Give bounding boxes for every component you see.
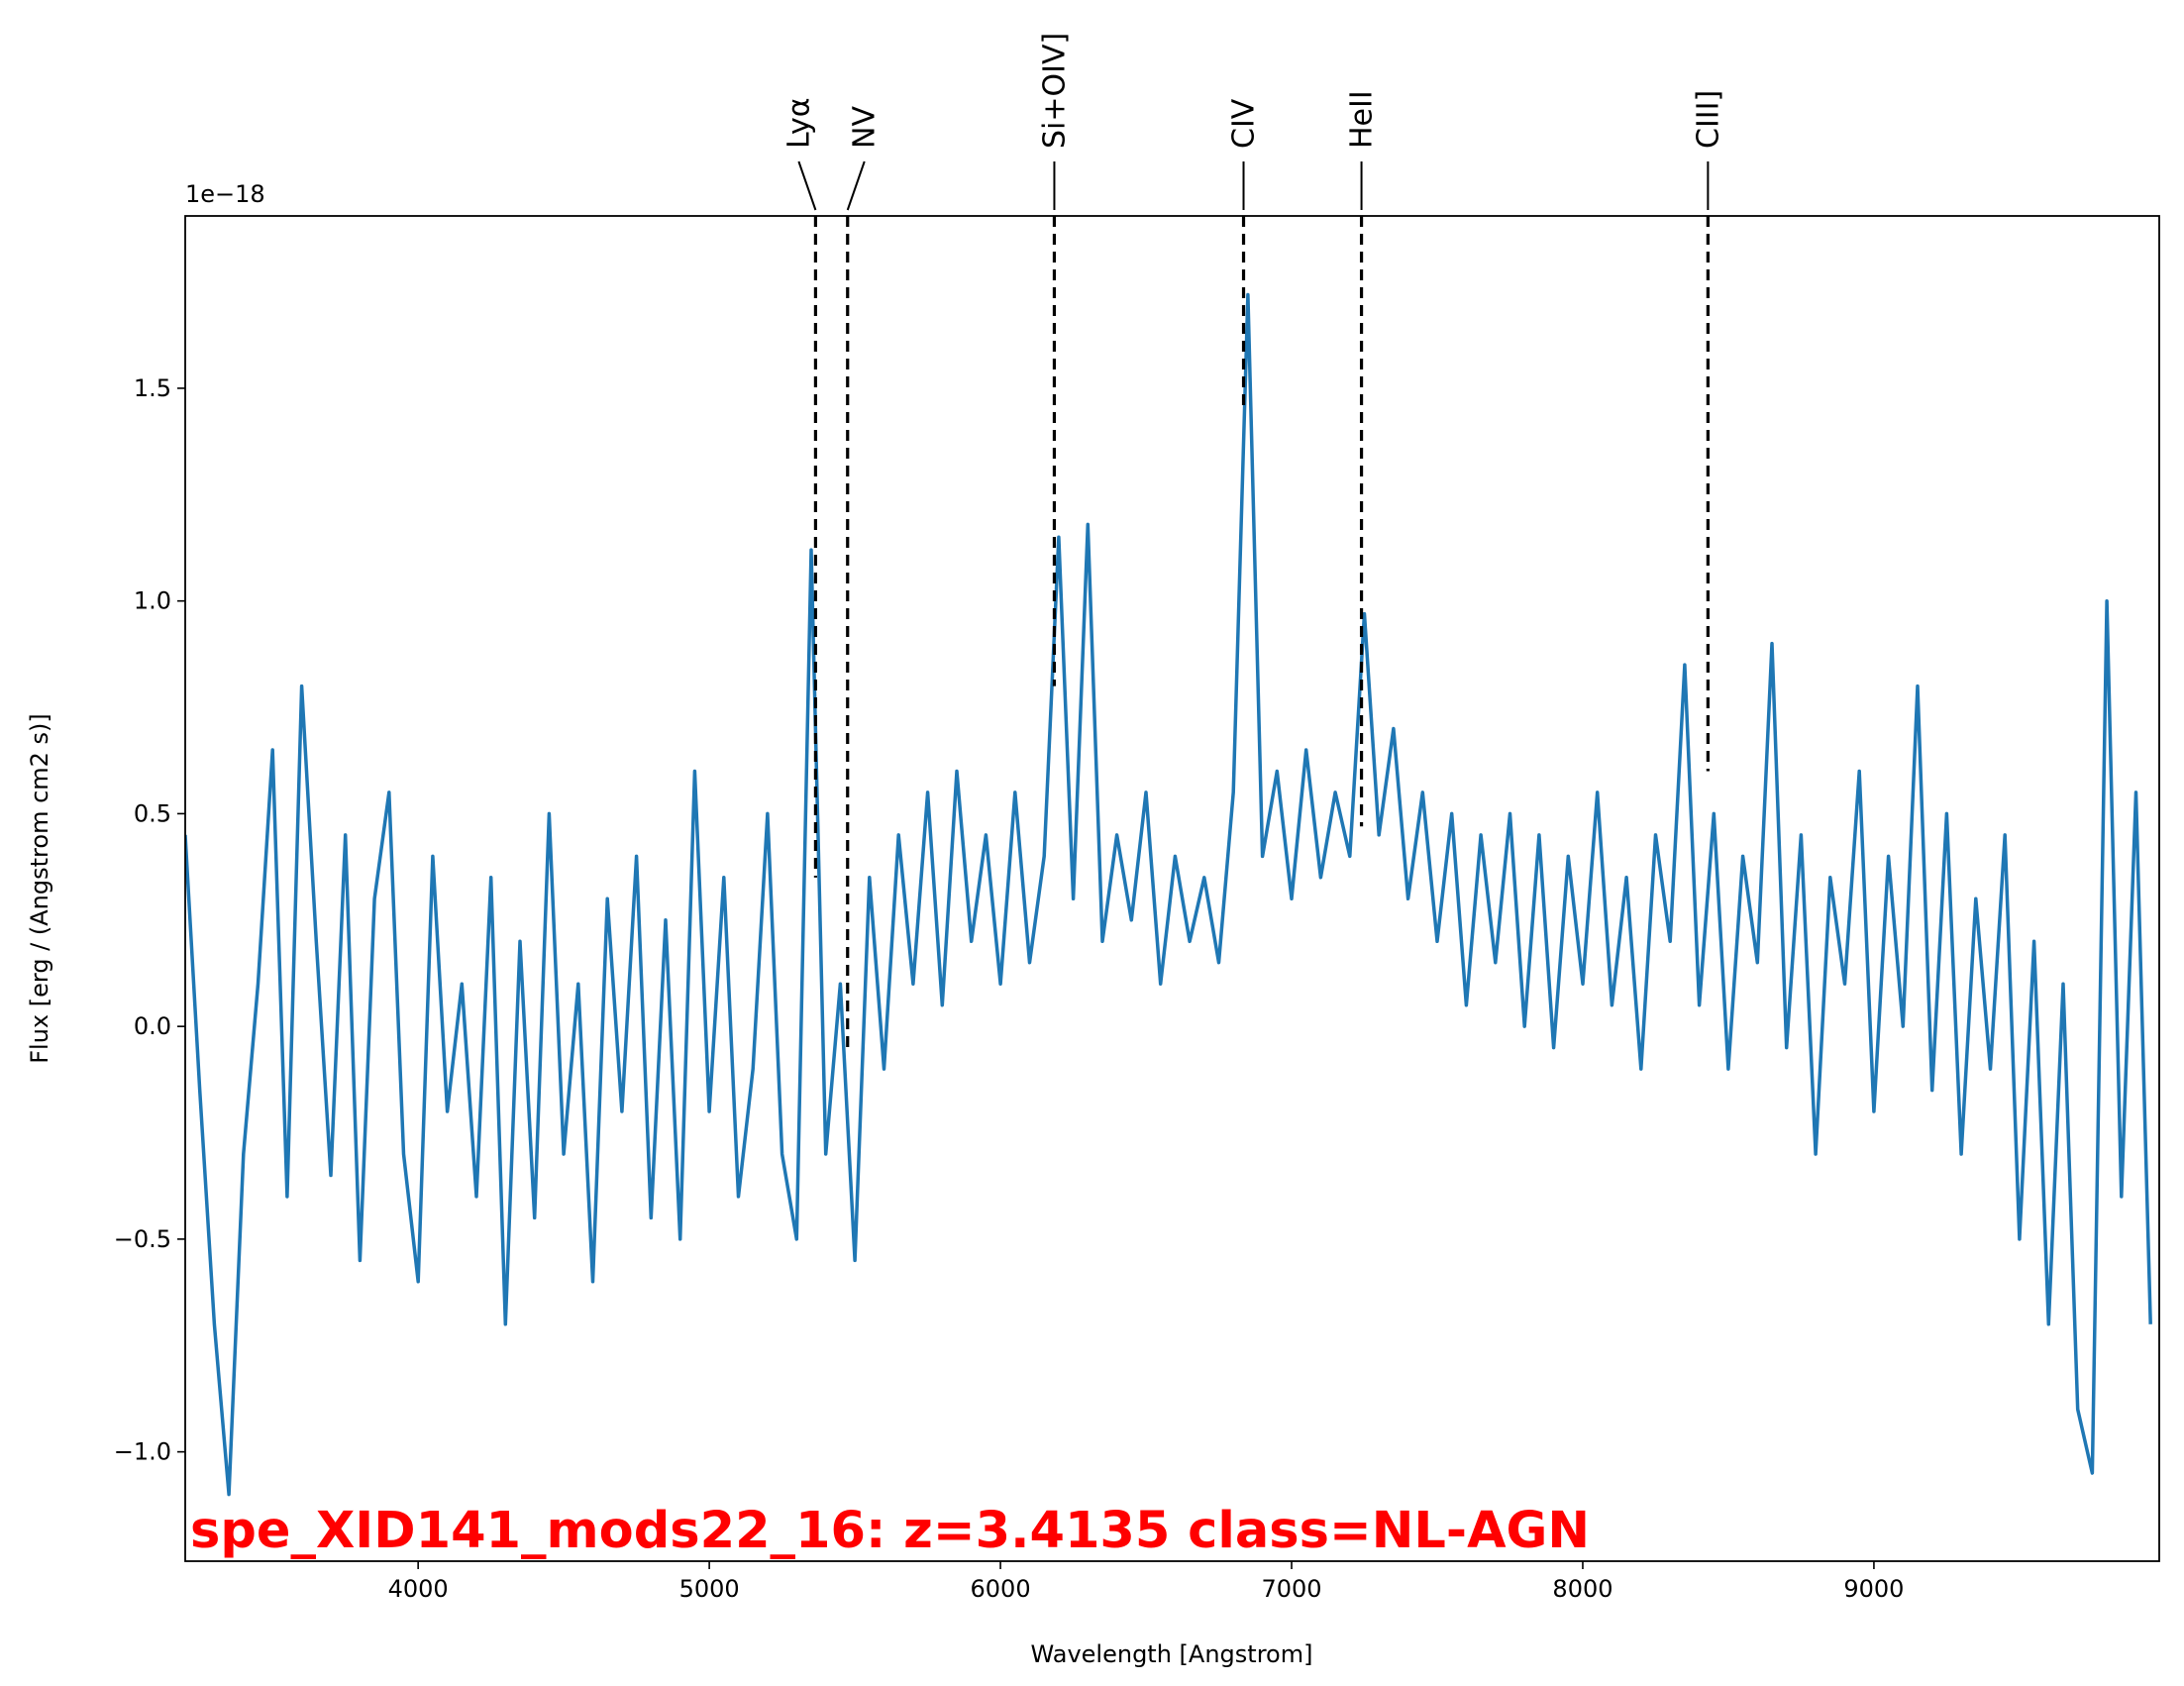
x-tick-label: 5000 [679,1575,740,1603]
x-tick-label: 6000 [971,1575,1031,1603]
line-label: CIII] [1691,90,1725,149]
line-label: Si+OIV] [1037,33,1072,149]
spectrum-line [185,292,2152,1497]
annotation: spe_XID141_mods22_16: z=3.4135 class=NL-… [190,1502,1590,1560]
y-tick-label: 0.0 [134,1012,171,1040]
line-label: NV [848,106,883,149]
x-tick-label: 4000 [388,1575,449,1603]
y-axis-label: Flux [erg / (Angstrom cm2 s)] [26,713,53,1064]
y-tick-label: 1.5 [134,374,171,402]
x-axis-label: Wavelength [Angstrom] [1031,1640,1313,1668]
y-offset-label: 1e−18 [185,180,265,208]
leader-line [797,160,817,211]
y-tick-label: −1.0 [114,1438,171,1466]
line-label: Lyα [781,98,816,150]
leader-line [846,160,866,211]
y-tick-label: 0.5 [134,799,171,827]
x-tick-label: 9000 [1843,1575,1904,1603]
x-tick-label: 8000 [1552,1575,1612,1603]
line-label: CIV [1227,98,1262,149]
x-tick-label: 7000 [1261,1575,1321,1603]
y-tick-label: −0.5 [114,1225,171,1253]
axes-frame [184,215,2160,1562]
line-label: HeII [1345,90,1380,149]
y-tick-label: 1.0 [134,587,171,615]
